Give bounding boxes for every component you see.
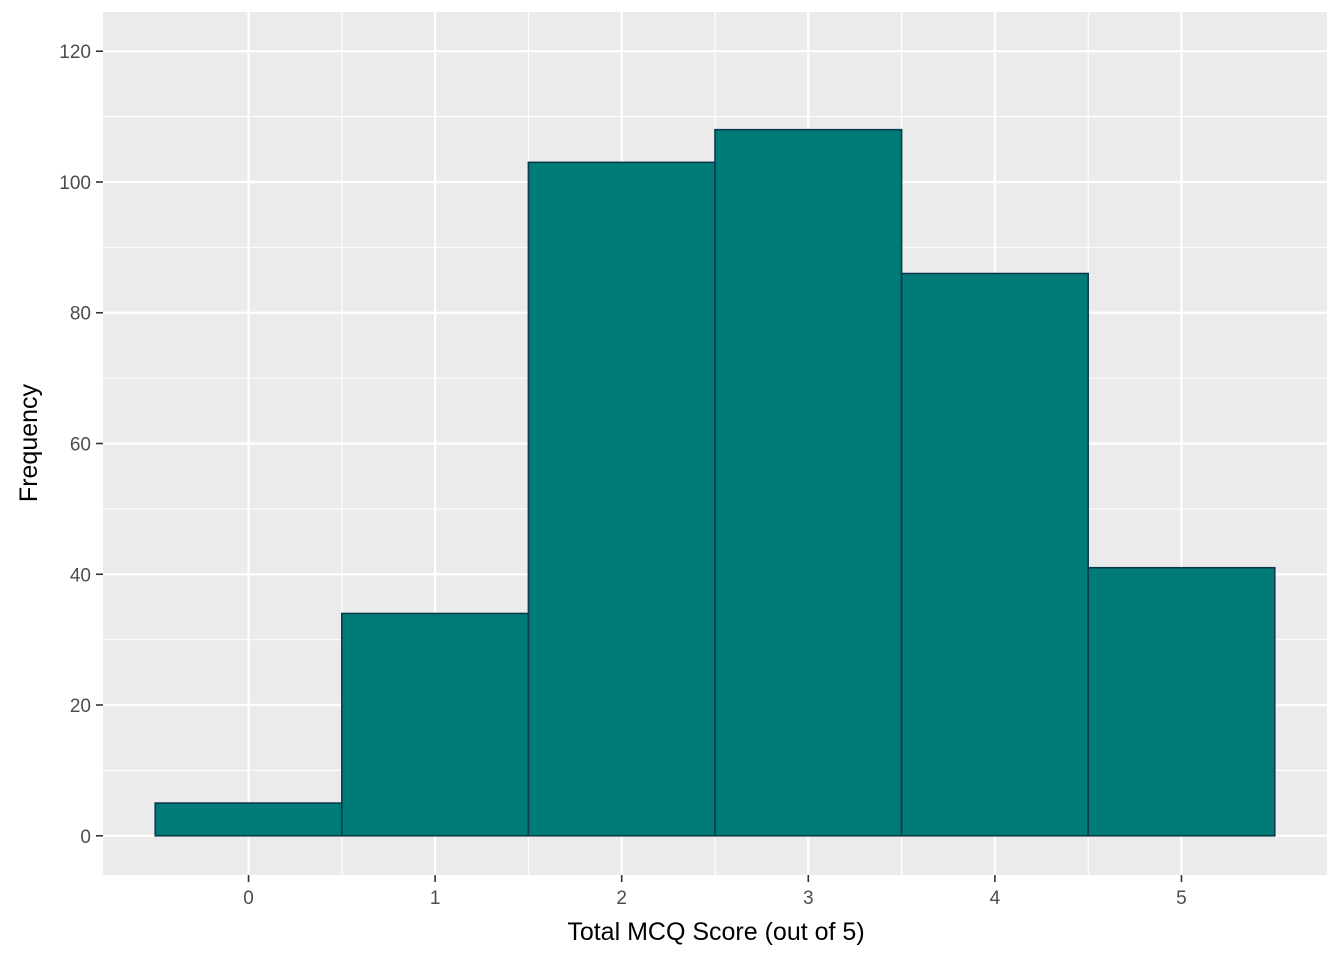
x-tick-label: 3 <box>803 888 814 909</box>
histogram-bar <box>527 161 716 837</box>
x-tick-label: 5 <box>1176 888 1187 909</box>
x-axis-title: Total MCQ Score (out of 5) <box>567 918 864 946</box>
histogram-bar <box>900 272 1089 837</box>
y-tick-label: 100 <box>59 173 91 194</box>
x-tick-label: 4 <box>990 888 1001 909</box>
y-tick-label: 60 <box>70 435 91 456</box>
x-tick-label: 2 <box>616 888 627 909</box>
y-tick-label: 0 <box>80 827 91 848</box>
x-axis: 0 1 2 3 4 5 <box>243 875 1187 909</box>
histogram-bar <box>154 802 343 837</box>
histogram-bar <box>1087 566 1276 837</box>
histogram-bars <box>154 128 1276 837</box>
y-tick-label: 20 <box>70 696 91 717</box>
y-tick-label: 40 <box>70 565 91 586</box>
histogram-bar <box>714 128 903 837</box>
y-axis: 0 20 40 60 80 100 120 <box>59 42 103 848</box>
y-tick-label: 80 <box>70 304 91 325</box>
y-axis-title: Frequency <box>15 383 43 502</box>
x-tick-label: 1 <box>430 888 441 909</box>
y-tick-label: 120 <box>59 42 91 63</box>
histogram-bar <box>341 612 530 837</box>
x-tick-label: 0 <box>243 888 254 909</box>
